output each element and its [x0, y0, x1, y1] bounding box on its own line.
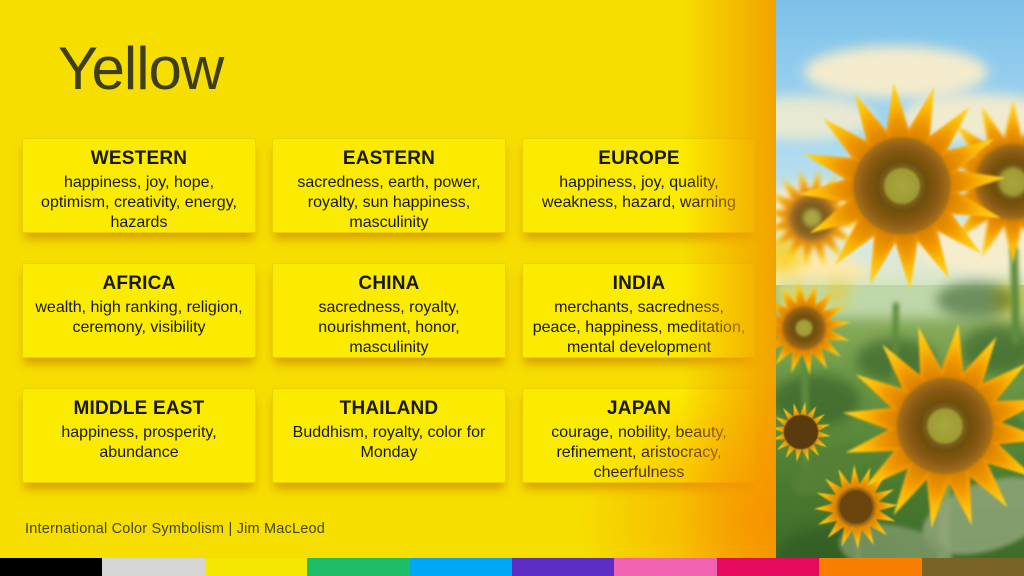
credit-text: International Color Symbolism | Jim MacL…	[25, 521, 326, 537]
culture-card-western: WESTERN happiness, joy, hope, optimism, …	[22, 138, 256, 233]
culture-card-thailand: THAILAND Buddhism, royalty, color for Mo…	[272, 388, 506, 483]
card-meanings: sacredness, royalty, nourishment, honor,…	[318, 299, 460, 356]
card-meanings: happiness, joy, quality, weakness, hazar…	[542, 174, 736, 211]
palette-swatch	[512, 558, 615, 576]
card-region: EASTERN	[342, 148, 436, 169]
card-region: INDIA	[612, 273, 666, 294]
card-meanings: happiness, joy, hope, optimism, creativi…	[41, 174, 237, 231]
card-grid: WESTERN happiness, joy, hope, optimism, …	[22, 138, 756, 483]
palette-swatch	[716, 558, 820, 576]
palette-swatch	[102, 558, 205, 576]
palette-swatch	[0, 558, 103, 576]
color-strip	[0, 558, 1024, 576]
culture-card-africa: AFRICA wealth, high ranking, religion, c…	[22, 263, 256, 358]
card-meanings: Buddhism, royalty, color for Monday	[292, 424, 486, 461]
palette-swatch	[921, 558, 1024, 576]
culture-card-middle-east: MIDDLE EAST happiness, prosperity, abund…	[22, 388, 256, 483]
card-meanings: sacredness, earth, power, royalty, sun h…	[297, 174, 481, 231]
card-meanings: courage, nobility, beauty, refinement, a…	[551, 424, 727, 481]
palette-swatch	[614, 558, 717, 576]
palette-swatch	[307, 558, 410, 576]
culture-card-india: INDIA merchants, sacredness, peace, happ…	[522, 263, 756, 358]
card-meanings: happiness, prosperity, abundance	[61, 424, 217, 461]
yellow-panel: Yellow WESTERN happiness, joy, hope, opt…	[22, 0, 776, 576]
card-region: WESTERN	[90, 148, 188, 169]
card-region: AFRICA	[102, 273, 176, 294]
palette-swatch	[409, 558, 513, 576]
card-region: CHINA	[358, 273, 420, 294]
palette-swatch	[819, 558, 922, 576]
card-region: JAPAN	[607, 398, 671, 419]
palette-swatch	[204, 558, 308, 576]
culture-card-europe: EUROPE happiness, joy, quality, weakness…	[522, 138, 756, 233]
card-region: MIDDLE EAST	[73, 398, 205, 419]
card-meanings: merchants, sacredness, peace, happiness,…	[532, 299, 746, 356]
culture-card-china: CHINA sacredness, royalty, nourishment, …	[272, 263, 506, 358]
card-region: EUROPE	[598, 148, 680, 169]
page-title: Yellow	[58, 35, 224, 102]
card-meanings: wealth, high ranking, religion, ceremony…	[35, 299, 243, 336]
culture-card-japan: JAPAN courage, nobility, beauty, refinem…	[522, 388, 756, 483]
sunflower-photo	[776, 0, 1024, 576]
culture-card-eastern: EASTERN sacredness, earth, power, royalt…	[272, 138, 506, 233]
card-region: THAILAND	[339, 398, 439, 419]
